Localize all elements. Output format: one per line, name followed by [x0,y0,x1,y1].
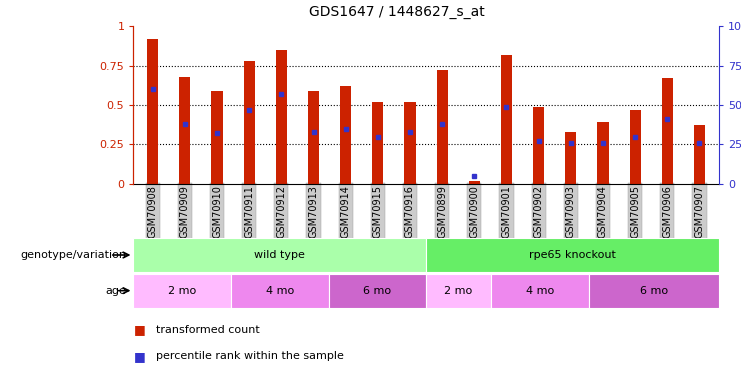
Bar [133,274,231,308]
Bar [244,61,255,184]
Bar [491,274,588,308]
Text: ■: ■ [133,350,145,363]
Text: 6 mo: 6 mo [639,286,668,296]
Text: transformed count: transformed count [156,325,259,335]
Text: wild type: wild type [254,250,305,260]
Bar [436,70,448,184]
Bar [662,78,673,184]
Bar [469,181,480,184]
Bar [372,102,383,184]
Text: 2 mo: 2 mo [168,286,196,296]
Bar [308,91,319,184]
Bar [211,91,222,184]
Bar [630,110,641,184]
Bar [133,238,426,272]
Bar [328,274,426,308]
Bar [501,55,512,184]
Text: ■: ■ [133,324,145,336]
Text: 4 mo: 4 mo [526,286,554,296]
Bar [405,102,416,184]
Bar [147,39,159,184]
Bar [565,132,576,184]
Bar [340,86,351,184]
Text: percentile rank within the sample: percentile rank within the sample [156,351,344,361]
Bar [179,76,190,184]
Bar [426,238,719,272]
Text: rpe65 knockout: rpe65 knockout [529,250,616,260]
Bar [588,274,719,308]
Bar [597,122,608,184]
Bar [694,126,705,184]
Text: age: age [105,286,126,296]
Text: 2 mo: 2 mo [445,286,473,296]
Text: 4 mo: 4 mo [265,286,294,296]
Bar [426,274,491,308]
Bar [533,106,545,184]
Bar [231,274,328,308]
Text: 6 mo: 6 mo [363,286,391,296]
Text: genotype/variation: genotype/variation [20,250,126,260]
Bar [276,50,287,184]
Text: GDS1647 / 1448627_s_at: GDS1647 / 1448627_s_at [309,5,485,19]
